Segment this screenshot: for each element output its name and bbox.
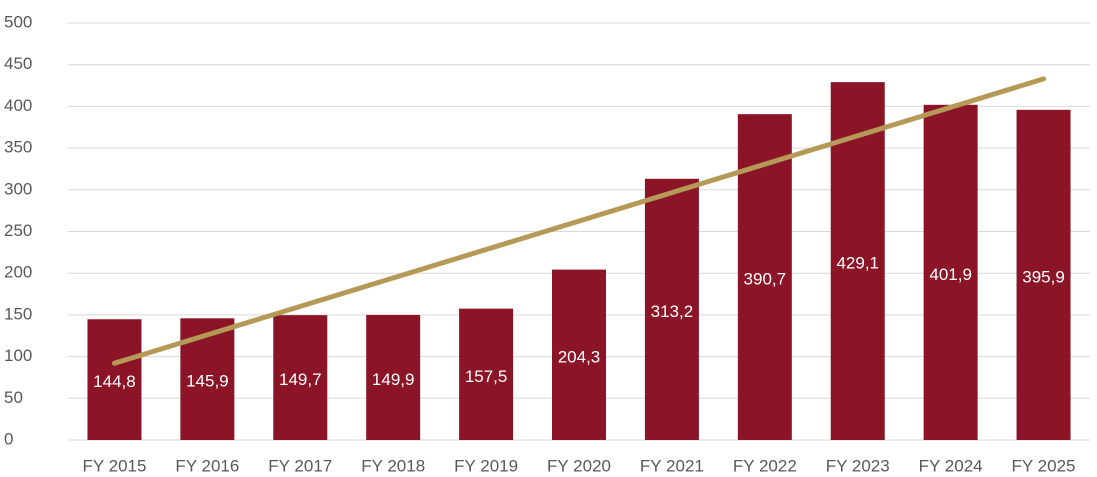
trend-line — [111, 76, 1047, 366]
x-tick-label: FY 2023 — [826, 456, 890, 475]
data-label: 144,8 — [93, 372, 136, 391]
x-tick-label: FY 2017 — [268, 456, 332, 475]
bar — [552, 269, 606, 440]
y-tick-label: 200 — [4, 263, 32, 282]
bar — [273, 315, 328, 440]
bar — [366, 314, 421, 440]
y-tick-label: 400 — [4, 96, 32, 115]
data-label: 145,9 — [186, 372, 229, 391]
bar — [1016, 109, 1071, 440]
x-tick-label: FY 2020 — [547, 456, 611, 475]
x-tick-label: FY 2021 — [640, 456, 704, 475]
bar — [644, 178, 699, 440]
bar — [87, 319, 142, 440]
x-tick-label: FY 2016 — [175, 456, 239, 475]
x-tick-label: FY 2022 — [733, 456, 797, 475]
y-tick-label: 300 — [4, 179, 32, 198]
y-tick-label: 350 — [4, 138, 32, 157]
data-label: 429,1 — [836, 254, 879, 273]
y-tick-label: 150 — [4, 304, 32, 323]
data-label: 401,9 — [929, 265, 972, 284]
x-tick-label: FY 2024 — [919, 456, 983, 475]
y-tick-label: 100 — [4, 346, 32, 365]
data-label: 149,9 — [372, 370, 415, 389]
data-label: 204,3 — [558, 347, 601, 366]
y-tick-label: 500 — [4, 12, 32, 31]
y-tick-label: 50 — [4, 388, 23, 407]
bar — [459, 308, 514, 440]
x-tick-label: FY 2015 — [82, 456, 146, 475]
data-label: 390,7 — [744, 270, 787, 289]
data-label: 157,5 — [465, 367, 508, 386]
y-tick-label: 0 — [4, 429, 13, 448]
y-tick-label: 250 — [4, 221, 32, 240]
y-tick-label: 450 — [4, 54, 32, 73]
data-label: 313,2 — [651, 302, 694, 321]
data-label: 149,7 — [279, 370, 322, 389]
x-tick-label: FY 2019 — [454, 456, 518, 475]
x-tick-label: FY 2018 — [361, 456, 425, 475]
data-label: 395,9 — [1022, 267, 1065, 286]
x-tick-label: FY 2025 — [1012, 456, 1076, 475]
bar — [923, 104, 978, 440]
